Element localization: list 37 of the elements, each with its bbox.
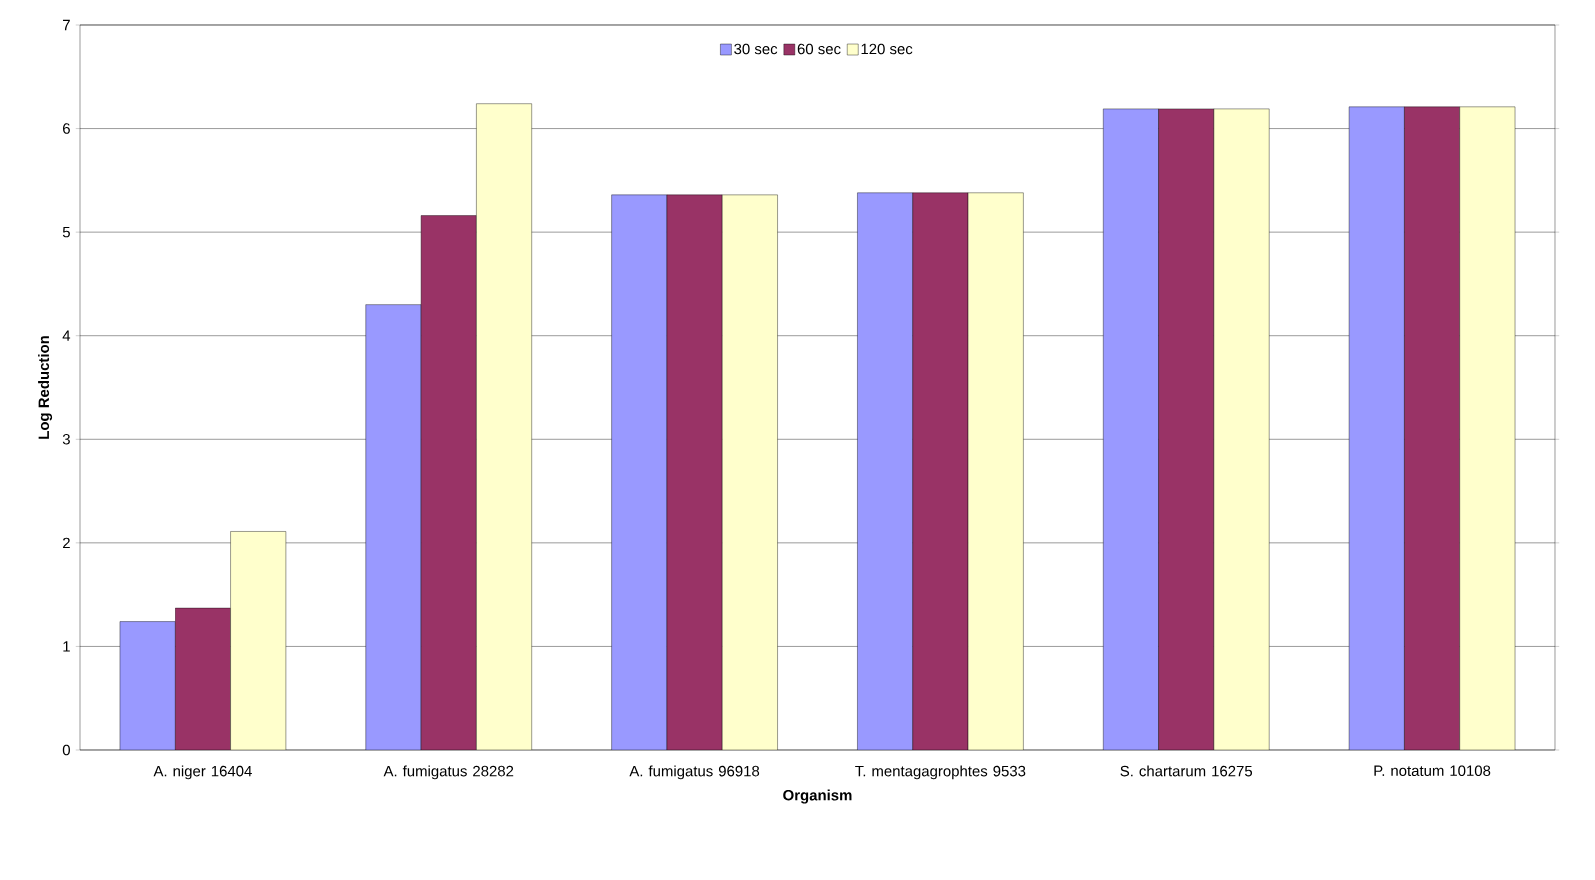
bar [1348,106,1405,750]
bar [912,192,969,750]
y-tick-label: 6 [63,123,70,134]
bar [230,531,287,750]
bar [476,103,532,750]
legend-label: 60 sec [797,43,841,55]
y-tick-label: 5 [62,226,70,238]
bar [967,192,1024,750]
bar [1213,108,1270,750]
x-tick-label: A. fumigatus 96918 [629,765,760,780]
bar [1404,106,1460,750]
y-tick-label: 0 [62,744,70,756]
x-tick-label: P. notatum 10108 [1374,765,1491,777]
x-tick-label: S. chartarum 16275 [1120,765,1253,777]
x-axis-title: Organism [783,789,852,804]
y-tick-label: 7 [63,19,70,31]
legend-label: 120 sec [861,43,913,55]
bar [1158,108,1215,750]
x-tick-label: T. mentagagrophtes 9533 [855,765,1026,780]
x-tick-label: A. niger 16404 [153,765,252,780]
bar [611,194,668,750]
y-axis-title: Log Reduction [38,336,53,439]
y-tick-label: 3 [62,433,70,445]
bar [420,215,477,750]
bar [365,304,422,750]
bar [175,607,231,750]
bar [1103,108,1159,750]
bar [666,194,723,750]
x-tick-label: A. fumigatus 28282 [383,765,514,780]
bar [857,192,913,750]
y-tick-label: 2 [63,537,70,549]
bar [119,621,176,750]
y-tick-label: 4 [62,330,71,341]
y-tick-label: 1 [63,641,70,652]
legend-label: 30 sec [734,43,778,55]
bar [722,194,778,750]
bar [1459,106,1516,750]
